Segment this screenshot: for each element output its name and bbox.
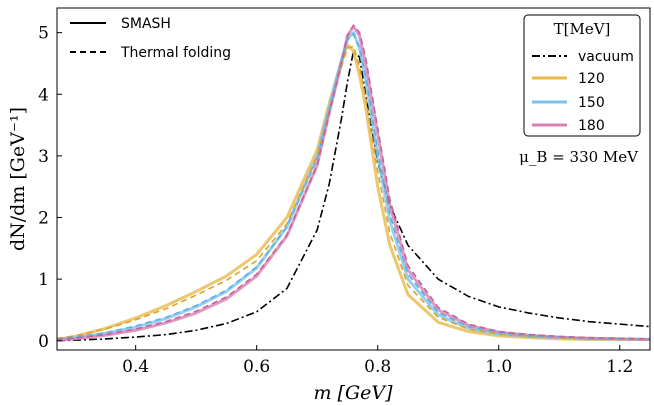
y-tick-label: 5	[38, 24, 49, 44]
x-tick-label: 0.8	[364, 357, 391, 377]
axis-ticks: 0.4 0.6 0.8 1.0 1.2 0 1 2 3 4 5	[38, 24, 633, 377]
series-line-vacuum-dashdot	[56, 50, 651, 342]
series-line-150-dashed	[56, 33, 650, 340]
x-tick-label: 1.0	[485, 357, 512, 377]
series-line-180-dashed	[56, 24, 651, 341]
temperature-legend: T[MeV] vacuum 120 150 180	[523, 14, 641, 137]
legend-label-thermal-folding: Thermal folding	[120, 45, 231, 61]
legend-label-smash: SMASH	[121, 16, 171, 32]
y-tick-label: 4	[38, 85, 49, 105]
style-legend: SMASH Thermal folding	[70, 16, 231, 61]
y-tick-label: 1	[38, 270, 49, 290]
y-tick-label: 0	[38, 332, 49, 352]
plot-frame	[56, 7, 651, 351]
y-axis-label: dN/dm [GeV⁻¹]	[7, 107, 29, 251]
x-tick-label: 1.2	[606, 357, 633, 377]
y-tick-label: 2	[38, 209, 49, 229]
legend-label-vacuum: vacuum	[578, 49, 634, 65]
temperature-legend-box	[523, 14, 641, 137]
legend-label-150: 150	[578, 95, 605, 111]
x-axis-label: m [GeV]	[313, 382, 393, 404]
temperature-legend-title: T[MeV]	[554, 20, 611, 38]
y-tick-label: 3	[38, 147, 49, 167]
chemical-potential-annotation: μ_B = 330 MeV	[519, 148, 639, 166]
legend-label-120: 120	[578, 71, 605, 87]
legend-label-180: 180	[578, 118, 605, 134]
series-line-120-dashed	[56, 45, 651, 341]
plot-curves	[56, 24, 651, 342]
x-tick-label: 0.4	[122, 357, 149, 377]
x-tick-label: 0.6	[243, 357, 270, 377]
